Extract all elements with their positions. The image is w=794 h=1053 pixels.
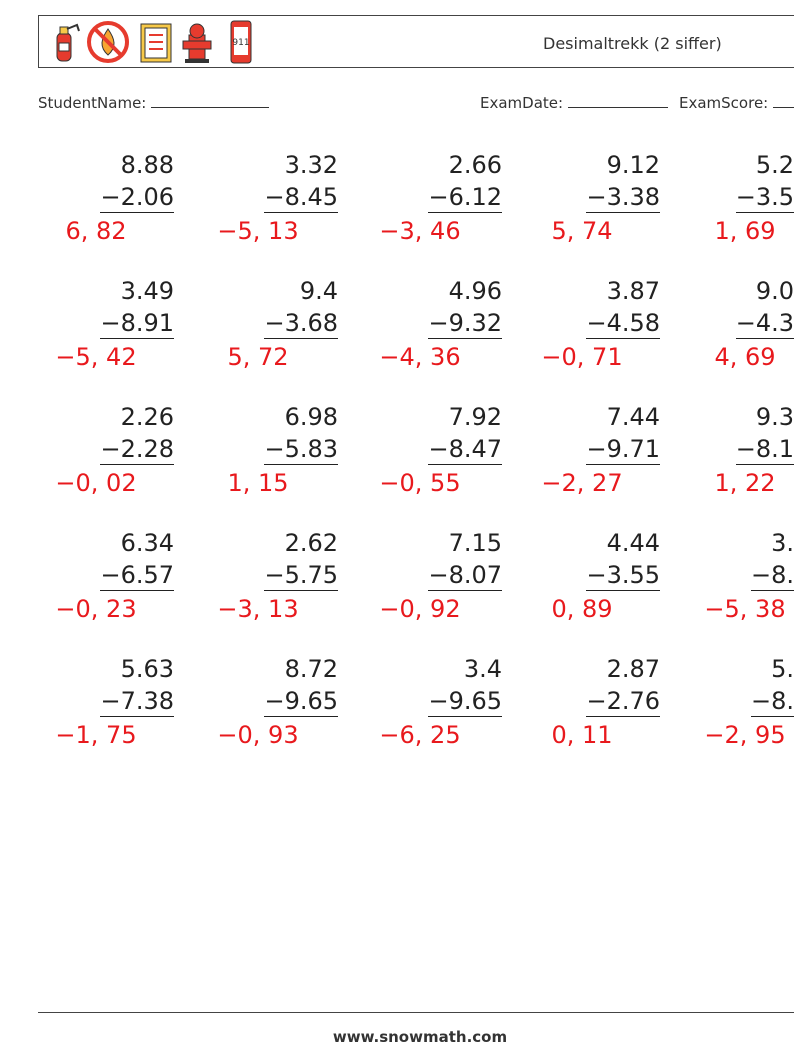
top-number: 8.72 — [284, 655, 338, 683]
top-number: 6.98 — [284, 403, 338, 431]
bottom-number: −5.83 — [264, 435, 338, 465]
bottom-number: −3.38 — [586, 183, 660, 213]
header-box: 911 — [38, 15, 794, 68]
footer-line — [38, 1012, 794, 1013]
top-number: 3.49 — [120, 277, 174, 305]
answer: −0, 55 — [379, 469, 461, 497]
bottom-number: −8.47 — [428, 435, 502, 465]
bottom-number: −9.65 — [428, 687, 502, 717]
label: ExamDate: — [480, 94, 564, 112]
top-number: 3.4 — [463, 655, 502, 683]
top-number: 9.0 — [755, 277, 794, 305]
icons: 911 — [56, 20, 252, 64]
answer: −0, 23 — [55, 595, 137, 623]
svg-text:911: 911 — [232, 38, 249, 48]
bottom-number: −3.55 — [586, 561, 660, 591]
extinguisher-icon — [56, 23, 80, 62]
bottom-number: −5.75 — [264, 561, 338, 591]
top-number: 2.62 — [284, 529, 338, 557]
answer: −2, 95 — [704, 721, 786, 749]
answer: 1, 15 — [227, 469, 289, 497]
top-number: 4.96 — [448, 277, 502, 305]
exam-score-field: ExamScore: — [679, 93, 794, 112]
exam-date-field: ExamDate: — [480, 93, 668, 112]
checklist-icon — [140, 23, 172, 63]
bottom-number: −3.68 — [264, 309, 338, 339]
bottom-number: −8.1 — [735, 435, 794, 465]
bottom-number: −4.58 — [586, 309, 660, 339]
label: StudentName: — [38, 94, 147, 112]
answer: 1, 22 — [714, 469, 776, 497]
top-number: 9.4 — [299, 277, 338, 305]
bottom-number: −8.07 — [428, 561, 502, 591]
top-number: 8.88 — [120, 151, 174, 179]
blank-line — [151, 93, 270, 108]
bottom-number: −9.32 — [428, 309, 502, 339]
answer: 5, 72 — [227, 343, 289, 371]
top-number: 3.32 — [284, 151, 338, 179]
answer: 1, 69 — [714, 217, 776, 245]
answer: −2, 27 — [541, 469, 623, 497]
bottom-number: −8.91 — [100, 309, 174, 339]
top-number: 7.44 — [606, 403, 660, 431]
hydrant-icon — [182, 23, 212, 63]
bottom-number: −2.06 — [100, 183, 174, 213]
title: Desimaltrekk (2 siffer) — [543, 34, 722, 53]
top-number: 5.63 — [120, 655, 174, 683]
top-number: 9.3 — [755, 403, 794, 431]
answer: 4, 69 — [714, 343, 776, 371]
answer: −3, 13 — [217, 595, 299, 623]
bottom-number: −2.76 — [586, 687, 660, 717]
bottom-number: −8. — [750, 687, 794, 717]
blank-line — [567, 93, 668, 108]
bottom-number: −3.5 — [735, 183, 794, 213]
top-number: 3. — [771, 529, 794, 557]
answer: −5, 42 — [55, 343, 137, 371]
bottom-number: −4.3 — [735, 309, 794, 339]
student-name-field: StudentName: — [38, 93, 270, 112]
bottom-number: −9.65 — [264, 687, 338, 717]
answer: −5, 38 — [704, 595, 786, 623]
answer: −4, 36 — [379, 343, 461, 371]
blank-line — [773, 93, 794, 108]
top-number: 2.66 — [448, 151, 502, 179]
answer: 5, 74 — [551, 217, 613, 245]
top-number: 5.2 — [755, 151, 794, 179]
bottom-number: −2.28 — [100, 435, 174, 465]
bottom-number: −6.57 — [100, 561, 174, 591]
answer: 6, 82 — [65, 217, 127, 245]
top-number: 9.12 — [606, 151, 660, 179]
answer: 0, 11 — [551, 721, 613, 749]
no-fire-icon — [87, 21, 129, 63]
bottom-number: −8. — [750, 561, 794, 591]
bottom-number: −6.12 — [428, 183, 502, 213]
top-number: 2.87 — [606, 655, 660, 683]
label: ExamScore: — [679, 94, 769, 112]
bottom-number: −7.38 — [100, 687, 174, 717]
top-number: 4.44 — [606, 529, 660, 557]
footer-url: www.snowmath.com — [332, 1028, 508, 1046]
answer: 0, 89 — [551, 595, 613, 623]
top-number: 2.26 — [120, 403, 174, 431]
bottom-number: −9.71 — [586, 435, 660, 465]
answer: −0, 92 — [379, 595, 461, 623]
answer: −0, 71 — [541, 343, 623, 371]
phone-icon: 911 — [230, 20, 252, 64]
answer: −5, 13 — [217, 217, 299, 245]
top-number: 5. — [771, 655, 794, 683]
answer: −6, 25 — [379, 721, 461, 749]
top-number: 3.87 — [606, 277, 660, 305]
answer: −0, 93 — [217, 721, 299, 749]
answer: −0, 02 — [55, 469, 137, 497]
bottom-number: −8.45 — [264, 183, 338, 213]
top-number: 7.92 — [448, 403, 502, 431]
top-number: 6.34 — [120, 529, 174, 557]
top-number: 7.15 — [448, 529, 502, 557]
answer: −1, 75 — [55, 721, 137, 749]
answer: −3, 46 — [379, 217, 461, 245]
